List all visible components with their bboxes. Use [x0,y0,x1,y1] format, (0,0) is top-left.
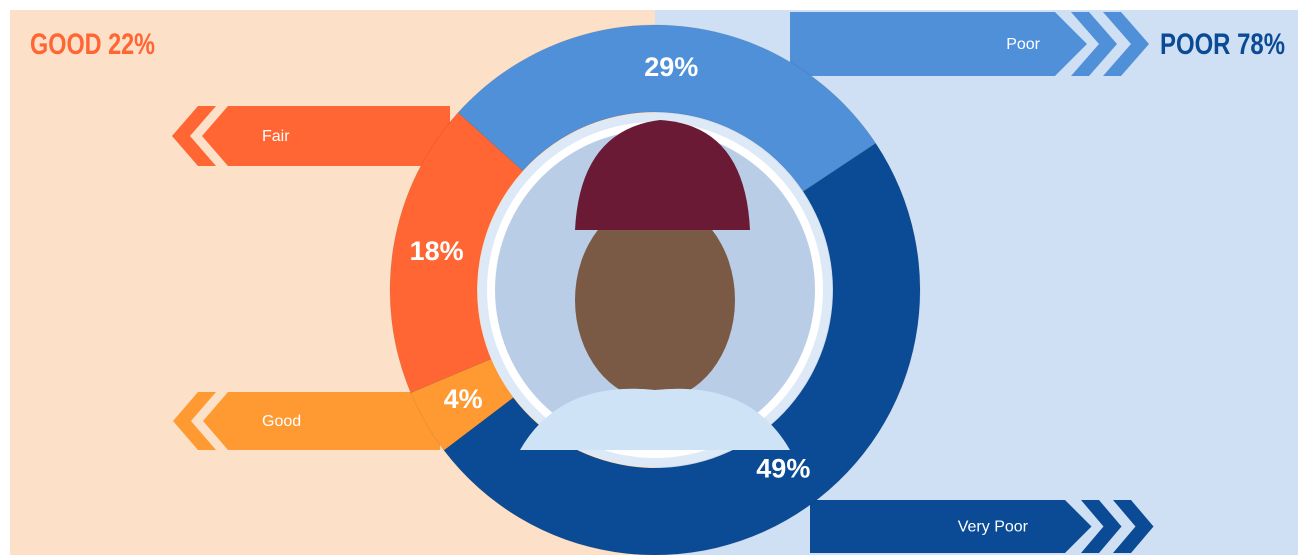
category-label: Good [262,413,301,430]
banner [210,106,450,166]
banner [790,12,1087,76]
summary-label: GOOD 22% [30,28,155,61]
summary-label: POOR 78% [1160,28,1285,61]
value-label: 4% [444,384,483,414]
category-label: Very Poor [958,519,1029,536]
banner [810,500,1092,553]
category-label: Poor [1006,36,1040,53]
chart: Poor Very Poor Good Fair 29% 49% 4% 18% GOOD 22… [0,0,1308,555]
category-label: Fair [262,128,290,145]
value-label: 29% [644,52,698,82]
banner [211,392,440,450]
photo [478,113,832,467]
page: {"chart_data": {"type": "pie", "categori… [0,0,1308,555]
value-label: 18% [410,236,464,266]
value-label: 49% [756,454,810,484]
